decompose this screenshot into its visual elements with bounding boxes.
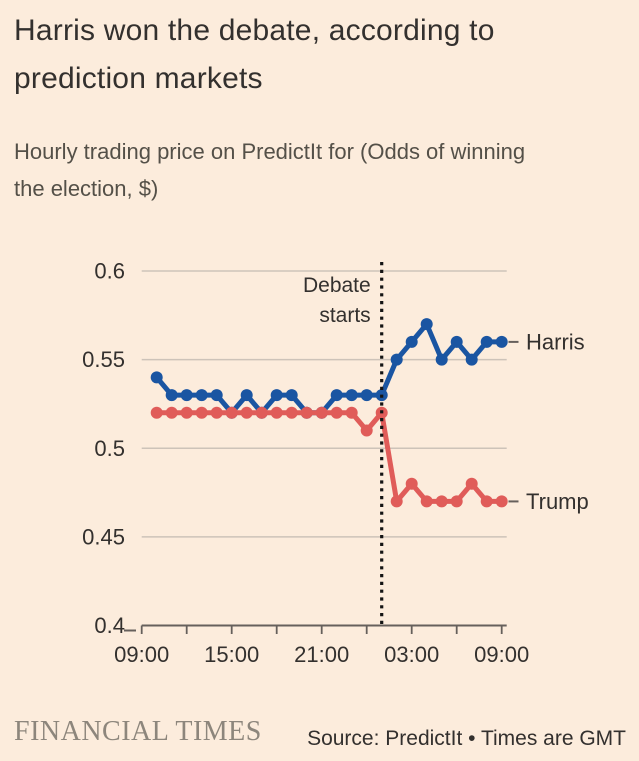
harris-point xyxy=(150,371,163,384)
harris-point xyxy=(345,389,358,402)
trump-point xyxy=(480,495,493,508)
ft-logo: FINANCIAL TIMES xyxy=(14,716,262,747)
harris-point xyxy=(210,389,223,402)
source-note: Source: PredictIt • Times are GMT xyxy=(307,727,626,750)
trump-point xyxy=(255,406,268,419)
trump-point xyxy=(225,406,238,419)
harris-point xyxy=(270,389,283,402)
chart-subtitle: Hourly trading price on PredictIt for (O… xyxy=(14,139,526,201)
harris-point xyxy=(195,389,208,402)
trump-point xyxy=(405,477,418,490)
harris-point xyxy=(180,389,193,402)
trump-point xyxy=(435,495,448,508)
trump-point xyxy=(240,406,253,419)
y-tick-label: 0.6 xyxy=(94,259,125,284)
y-tick-label: 0.55 xyxy=(82,347,125,372)
trump-line xyxy=(156,410,502,504)
series-label-trump: Trump xyxy=(526,489,589,514)
chart-title: Harris won the debate, according to pred… xyxy=(14,14,495,95)
x-tick-label: 21:00 xyxy=(294,642,349,667)
harris-point xyxy=(465,353,478,366)
y-tick-label: 0.45 xyxy=(82,524,125,549)
x-tick-label: 15:00 xyxy=(204,642,259,667)
annotation-debate: Debate xyxy=(303,274,371,297)
harris-line xyxy=(154,321,502,416)
trump-point xyxy=(180,406,193,419)
harris-point xyxy=(330,389,343,402)
harris-point xyxy=(420,318,433,331)
trump-point xyxy=(165,406,178,419)
harris-point xyxy=(435,353,448,366)
trump-point xyxy=(495,495,508,508)
trump-point xyxy=(360,424,373,437)
trump-point xyxy=(270,406,283,419)
x-tick-label: 09:00 xyxy=(474,642,529,667)
trump-point xyxy=(420,495,433,508)
trump-point xyxy=(330,406,343,419)
trump-point xyxy=(390,495,403,508)
trump-point xyxy=(450,495,463,508)
trump-point xyxy=(150,406,163,419)
x-tick-label: 03:00 xyxy=(384,642,439,667)
trump-point xyxy=(345,406,358,419)
harris-point xyxy=(240,389,253,402)
trump-point xyxy=(465,477,478,490)
harris-point xyxy=(285,389,298,402)
trump-point xyxy=(300,406,313,419)
y-tick-label: 0.5 xyxy=(94,436,125,461)
harris-point xyxy=(480,335,493,348)
harris-point xyxy=(405,335,418,348)
harris-point xyxy=(495,335,508,348)
trump-point xyxy=(210,406,223,419)
trump-point xyxy=(315,406,328,419)
trump-point xyxy=(285,406,298,419)
annotation-starts: starts xyxy=(319,304,370,327)
x-tick-label: 09:00 xyxy=(114,642,169,667)
harris-point xyxy=(390,353,403,366)
trump-point xyxy=(195,406,208,419)
harris-point xyxy=(450,335,463,348)
series-label-harris: Harris xyxy=(526,329,585,354)
y-tick-label: 0.4 xyxy=(94,613,125,638)
harris-point xyxy=(360,389,373,402)
harris-point xyxy=(165,389,178,402)
